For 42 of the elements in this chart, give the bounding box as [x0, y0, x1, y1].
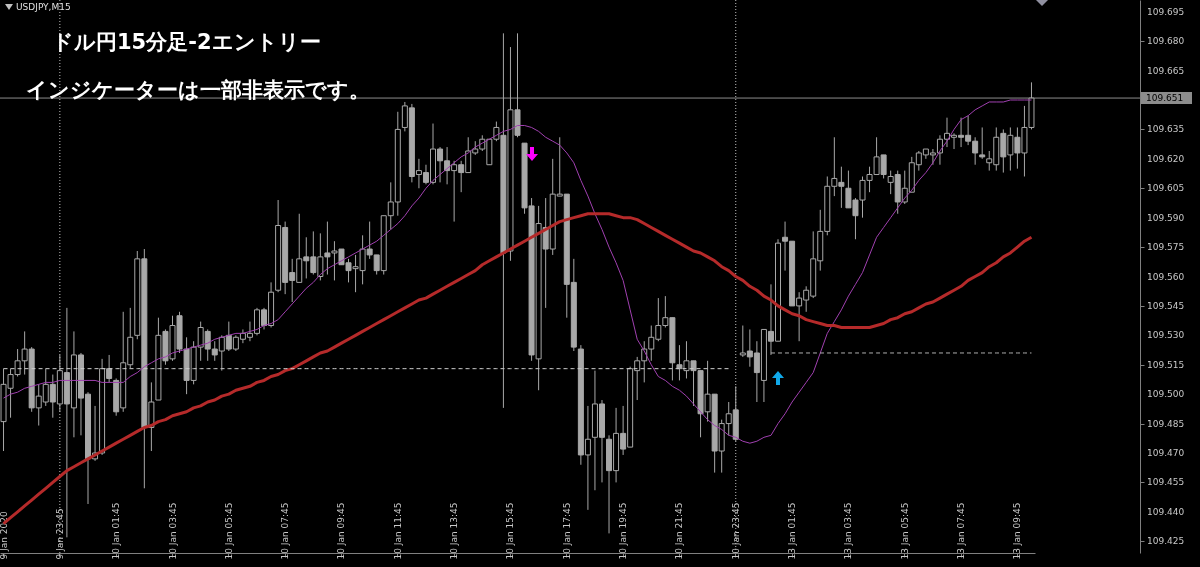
x-tick-label: 13 Jan 01:45	[787, 502, 798, 560]
y-tick-label: 109.590	[1147, 212, 1185, 223]
y-tick-label: 109.545	[1147, 300, 1185, 311]
x-tick-label: 10 Jan 23:45	[730, 502, 741, 560]
candlestick	[979, 126, 986, 160]
x-tick-label: 13 Jan 05:45	[899, 502, 910, 560]
y-tick-label: 109.635	[1147, 124, 1185, 135]
y-tick-label: 109.665	[1147, 65, 1185, 76]
x-tick-label: 13 Jan 07:45	[956, 502, 967, 560]
x-tick-label: 10 Jan 21:45	[674, 502, 685, 560]
y-tick-label: 109.575	[1147, 242, 1185, 253]
text: ドル円15分足-2エントリー	[52, 29, 321, 56]
y-tick-label: 109.440	[1147, 506, 1185, 517]
x-tick-label: 10 Jan 13:45	[449, 502, 460, 560]
x-tick-label: 13 Jan 09:45	[1012, 502, 1023, 560]
y-tick-label: 109.695	[1147, 6, 1185, 17]
annotation: USDJPY,M15	[16, 2, 71, 12]
x-tick-label: 10 Jan 11:45	[392, 502, 403, 560]
x-tick-label: 9 Jan 2020	[0, 511, 9, 560]
y-tick-label: 109.470	[1147, 447, 1185, 458]
x-tick-label: 9 Jan 23:45	[54, 508, 65, 560]
text: インジケーターは一部非表示です。	[26, 77, 370, 104]
y-tick-label: 109.485	[1147, 418, 1185, 429]
y-tick-label: 109.560	[1147, 271, 1185, 282]
x-tick-label: 10 Jan 07:45	[280, 502, 291, 560]
x-tick-label: 13 Jan 03:45	[843, 502, 854, 560]
x-tick-label: 10 Jan 03:45	[167, 502, 178, 560]
x-tick-label: 10 Jan 05:45	[223, 502, 234, 560]
y-tick-label: 109.500	[1147, 389, 1185, 400]
y-tick-label: 109.620	[1147, 153, 1185, 164]
y-tick-label: 109.605	[1147, 183, 1185, 194]
x-tick-label: 10 Jan 15:45	[505, 502, 516, 560]
ref-line-label: 109.651	[1146, 93, 1184, 104]
y-tick-label: 109.455	[1147, 477, 1185, 488]
y-tick-label: 109.425	[1147, 536, 1185, 547]
x-tick-label: 10 Jan 19:45	[618, 502, 629, 560]
x-tick-label: 10 Jan 17:45	[561, 502, 572, 560]
y-tick-label: 109.530	[1147, 330, 1185, 341]
y-tick-label: 109.680	[1147, 36, 1185, 47]
x-tick-label: 10 Jan 01:45	[111, 502, 122, 560]
y-tick-label: 109.515	[1147, 359, 1185, 370]
x-tick-label: 10 Jan 09:45	[336, 502, 347, 560]
